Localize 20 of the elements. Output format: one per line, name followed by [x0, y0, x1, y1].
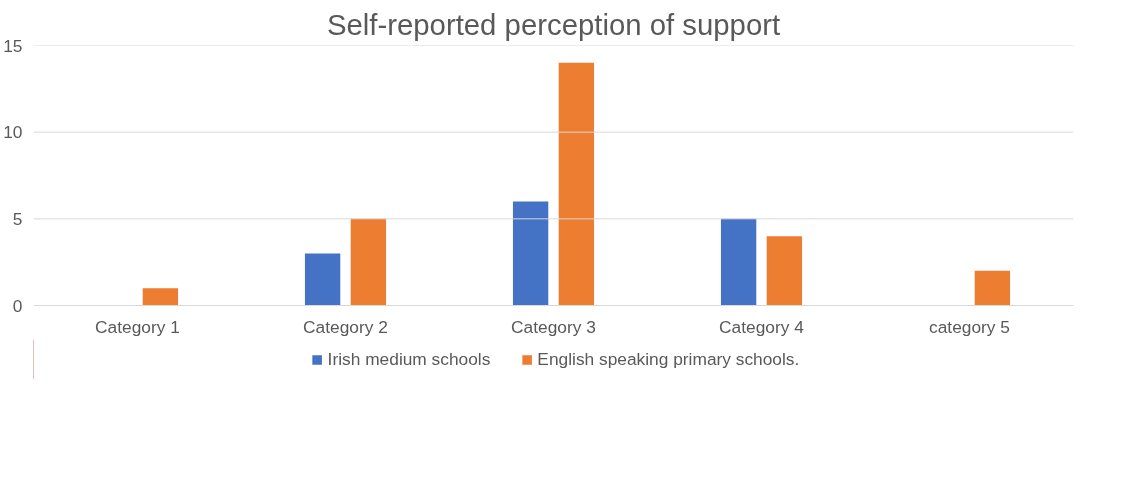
x-tick-label: category 5: [929, 316, 1010, 337]
bar: [142, 288, 179, 306]
bar: [974, 270, 1011, 306]
bar: [766, 236, 803, 306]
y-tick-label: 5: [12, 208, 23, 229]
bar: [558, 62, 595, 306]
x-tick-label: Category 3: [511, 316, 596, 337]
x-tick-label: Category 4: [719, 316, 805, 337]
chart-title: Self-reported perception of support: [326, 7, 781, 41]
x-tick-label: Category 2: [303, 316, 388, 337]
bar: [720, 218, 757, 306]
legend-label: English speaking primary schools.: [537, 348, 800, 370]
bar: [350, 218, 387, 306]
y-tick-label: 10: [3, 122, 23, 143]
y-tick-label: 15: [3, 35, 23, 56]
y-tick-label: 0: [12, 295, 23, 316]
legend-label: Irish medium schools: [327, 348, 491, 370]
bar: [512, 201, 549, 306]
x-tick-label: Category 1: [95, 316, 180, 337]
bar: [304, 253, 341, 306]
